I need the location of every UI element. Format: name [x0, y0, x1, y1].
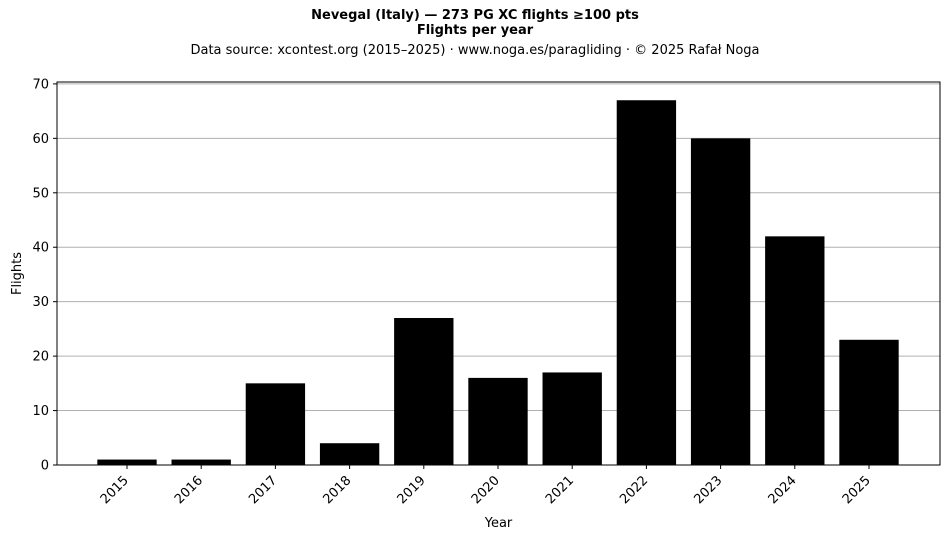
bar-2024 [765, 236, 825, 465]
y-tick-label-20: 20 [32, 350, 49, 365]
x-tick-label-2023: 2023 [691, 473, 725, 507]
bar-2019 [394, 318, 454, 465]
y-tick-label-50: 50 [32, 186, 49, 201]
bar-2023 [690, 138, 751, 466]
chart-titles: Nevegal (Italy) — 273 PG XC flights ≥100… [0, 8, 950, 58]
bar-2021 [542, 372, 602, 465]
bar-2015 [97, 459, 157, 465]
bar-2020 [468, 377, 528, 465]
x-tick-label-2016: 2016 [172, 473, 206, 507]
x-tick-label-2022: 2022 [617, 473, 651, 507]
y-tick-label-70: 70 [32, 77, 49, 92]
x-tick-label-2019: 2019 [395, 473, 429, 507]
x-tick-label-2024: 2024 [766, 473, 800, 507]
chart-subtitle: Flights per year [416, 23, 534, 38]
y-tick-label-0: 0 [41, 459, 49, 474]
x-axis-label: Year [484, 516, 513, 531]
x-tick-label-2015: 2015 [98, 473, 132, 507]
y-axis: 0 10 20 30 40 50 60 70 [32, 77, 57, 474]
x-tick-label-2017: 2017 [246, 473, 280, 507]
x-tick-label-2020: 2020 [469, 473, 503, 507]
y-axis-label: Flights [10, 252, 25, 295]
bar-2018 [319, 443, 380, 465]
chart-title: Nevegal (Italy) — 273 PG XC flights ≥100… [311, 8, 639, 23]
y-tick-label-30: 30 [32, 295, 49, 310]
x-tick-label-2021: 2021 [543, 473, 577, 507]
bar-2022 [616, 100, 677, 465]
chart-source-note: Data source: xcontest.org (2015–2025) · … [190, 43, 760, 58]
bars [97, 100, 899, 466]
y-tick-label-40: 40 [32, 241, 49, 256]
y-tick-label-60: 60 [32, 132, 49, 147]
bar-2016 [171, 459, 231, 465]
bar-2025 [839, 339, 899, 465]
x-tick-label-2018: 2018 [320, 473, 354, 507]
bar-2017 [245, 383, 306, 465]
x-tick-label-2025: 2025 [840, 473, 874, 507]
x-axis: 2015 2016 2017 2018 2019 2020 2021 2022 2023 2024… [98, 465, 874, 507]
y-tick-label-10: 10 [32, 404, 49, 419]
